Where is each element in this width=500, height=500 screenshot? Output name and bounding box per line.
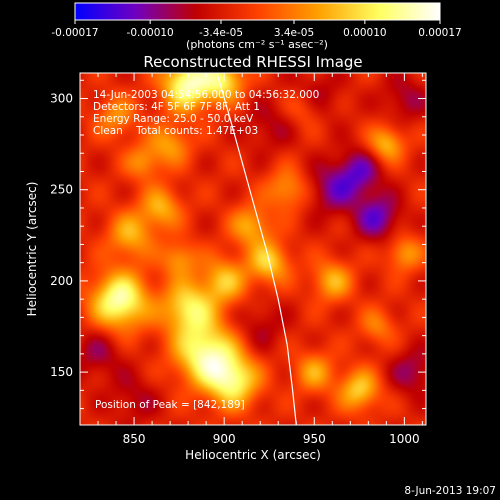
x-tick-label: 900	[213, 432, 236, 446]
colorbar	[74, 2, 441, 21]
x-tick-label: 850	[123, 432, 146, 446]
annotation-clean-counts: Clean Total counts: 1.47E+03	[93, 125, 258, 137]
y-tick-label: 250	[50, 183, 73, 197]
colorbar-tick-label: 3.4e-05	[274, 27, 314, 39]
chart-title: Reconstructed RHESSI Image	[143, 53, 362, 71]
annotation-time-range: 14-Jun-2003 04:54:56.000 to 04:56:32.000	[93, 89, 319, 101]
annotation-energy-range: Energy Range: 25.0 - 50.0 keV	[93, 113, 254, 125]
y-tick-label: 150	[50, 365, 73, 379]
colorbar-tick-label: -0.00010	[127, 27, 174, 39]
y-tick-label: 200	[50, 274, 73, 288]
colorbar-unit-label: (photons cm⁻² s⁻¹ asec⁻²)	[186, 38, 328, 51]
colorbar-tick-label: -3.4e-05	[199, 27, 243, 39]
colorbar-ticks	[74, 20, 441, 24]
axis-tick-labels: 850 900 950 1000 150 200 250 300	[50, 92, 420, 446]
colorbar-tick-label: 0.00017	[418, 27, 461, 39]
solar-limb-line	[216, 73, 297, 425]
x-tick-label: 1000	[389, 432, 420, 446]
plot-frame	[79, 72, 427, 426]
y-tick-label: 300	[50, 92, 73, 106]
axis-ticks	[79, 73, 426, 425]
footer-timestamp: 8-Jun-2013 19:07	[404, 485, 496, 497]
x-tick-label: 950	[303, 432, 326, 446]
x-axis-label: Heliocentric X (arcsec)	[185, 448, 321, 462]
annotation-detectors: Detectors: 4F 5F 6F 7F 8F, Att 1	[93, 101, 260, 113]
y-axis-label: Heliocentric Y (arcsec)	[25, 182, 39, 317]
heatmap-image	[80, 73, 426, 425]
colorbar-tick-label: -0.00017	[51, 27, 98, 39]
heatmap-area	[80, 73, 426, 425]
annotation-peak-position: Position of Peak = [842,189]	[95, 399, 245, 411]
colorbar-tick-label: 0.00010	[343, 27, 386, 39]
colorbar-tick-labels: -0.00017 -0.00010 -3.4e-05 3.4e-05 0.00010 0.…	[51, 27, 461, 39]
